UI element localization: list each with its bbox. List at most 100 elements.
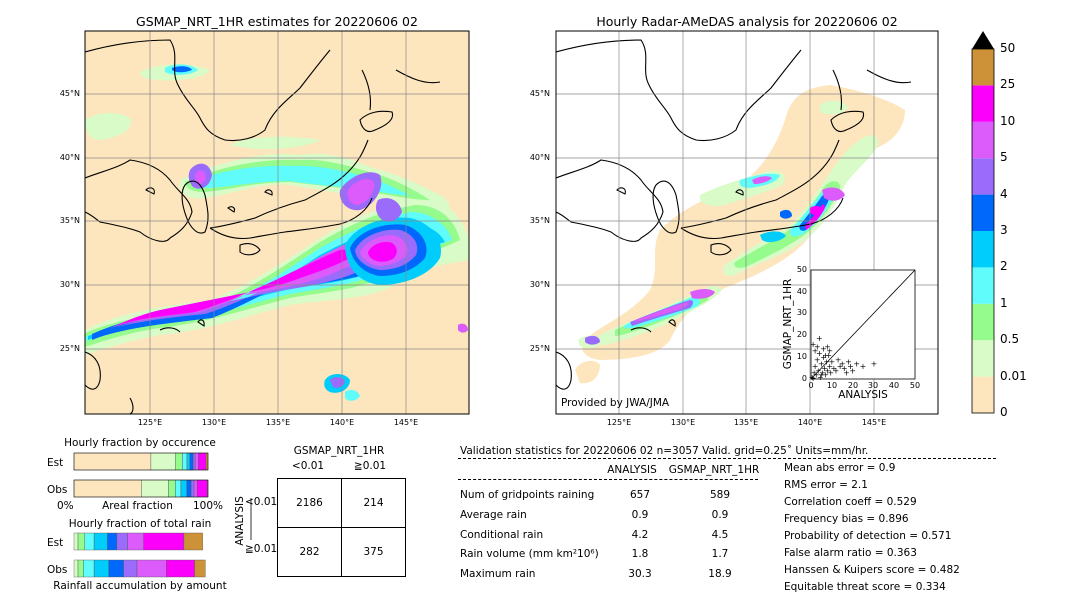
stat-analysis: 657 [629,489,651,501]
right-lon-135: 135°E [733,418,759,427]
colorbar-label: 0.5 [1000,332,1020,347]
scatter-point: + [814,342,821,351]
fraction-segment [141,479,169,498]
stat-label: Average rain [460,509,527,521]
scatter-point: + [828,358,835,367]
inset-ytick: 20 [796,330,807,339]
colorbar-label: 5 [1000,150,1008,165]
scatter-point: + [827,368,834,377]
scatter-point: + [841,364,848,373]
colorbar-cell [972,231,994,268]
scatter-point: + [812,362,819,371]
ct-col1: <0.01 [291,460,325,472]
scatter-points: +++++++++++++++++++++++++++++++ + +++++ +++… [809,334,878,383]
colorbar-label: 50 [1000,41,1016,55]
stat-gsmap: 0.9 [711,509,729,521]
stat-label: Num of gridpoints raining [460,489,595,501]
scatter-point: + [822,351,829,360]
fraction-segment [123,559,138,578]
right-lat-30: 30°N [529,280,550,289]
provider-credit: Provided by JWA/JMA [561,397,670,409]
scatter-point: + [813,371,820,380]
right-lat-45: 45°N [529,89,550,98]
colorbar-label: 25 [1000,77,1016,92]
scatter-point: + [847,362,854,371]
left-lon-130: 130°E [201,418,227,427]
validation-divider [458,458,996,459]
scatter-point: + [843,368,850,377]
fraction-segment [193,479,198,498]
validation-header: Validation statistics for 20220606 02 n=… [460,445,869,457]
fraction-segment [180,479,188,498]
stat-analysis: 1.8 [631,548,649,560]
right-lon-130: 130°E [670,418,696,427]
fraction-segment [143,532,185,551]
ct-row2: ≧0.01 [245,543,278,555]
score-line: Correlation coeff = 0.529 [784,496,917,508]
fraction-segment [93,559,110,578]
rain-title: Hourly fraction of total rain [68,518,212,530]
score-line: False alarm ratio = 0.363 [784,547,917,559]
scatter-point: + [810,340,817,349]
colorbar-label: 1 [1000,295,1008,310]
colorbar-label: 0 [1000,405,1008,419]
ct-cell: 214 [341,478,406,528]
stat-analysis: 0.9 [631,509,649,521]
fraction-segment [93,532,108,551]
colorbar-label: 3 [1000,223,1008,237]
stat-label: Conditional rain [460,529,544,541]
scatter-point: + [818,360,825,369]
scatter-point: + [809,373,816,382]
scatter-point: + [816,349,823,358]
inset-xlabel: ANALYSIS [838,389,888,401]
inset-xtick: 50 [909,381,921,390]
fraction-segment [150,452,176,471]
occ-title: Hourly fraction by occurence [64,437,216,449]
ct-cell: 2186 [277,478,342,528]
colorbar-label: 4 [1000,186,1008,201]
scatter-point: + [824,342,831,351]
fraction-segment [194,559,206,578]
fraction-segment [107,532,118,551]
inset-ytick: 30 [796,308,807,317]
scatter-point: + [853,360,860,369]
scatter-point: + [871,360,878,369]
score-line: Equitable threat score = 0.334 [784,581,946,593]
fraction-segment [168,479,176,498]
ct-cell: 282 [277,527,342,577]
right-lat-40: 40°N [529,153,550,162]
fraction-segment [77,559,84,578]
fraction-segment [73,479,142,498]
rain-obs-label: Obs [47,564,68,576]
stat-label: Rain volume (mm km²10⁶) [460,548,599,560]
colorbar-cell [972,303,994,341]
occ-pct100: 100% [193,500,224,512]
fraction-segment [116,532,128,551]
occ-obs-label: Obs [47,484,68,496]
scatter-point: + [811,368,818,377]
colorbar-cell [972,340,994,377]
fraction-segment [182,452,188,471]
fraction-segment [77,532,85,551]
fraction-segment [83,559,95,578]
colorbar-cell [972,85,994,122]
occ-xlabel: Areal fraction [102,500,173,512]
left-lat-45: 45°N [59,89,80,98]
fraction-segment [175,452,183,471]
fraction-segment [108,559,124,578]
ct-col2: ≧0.01 [353,460,387,472]
colorbar-cell [972,158,994,195]
fraction-segment [194,452,199,471]
right-coastlines [556,39,912,390]
colorbar-label: 0.01 [1000,368,1027,383]
scatter-point: + [812,347,819,356]
stat-gsmap: 1.7 [711,548,729,560]
right-rain-field [575,85,905,384]
rain-est-label: Est [47,537,64,549]
fraction-segment [73,452,152,471]
score-line: Mean abs error = 0.9 [784,462,896,474]
inset-xtick: 30 [867,381,879,390]
ct-grid: 2186 214 282 375 [277,478,406,577]
